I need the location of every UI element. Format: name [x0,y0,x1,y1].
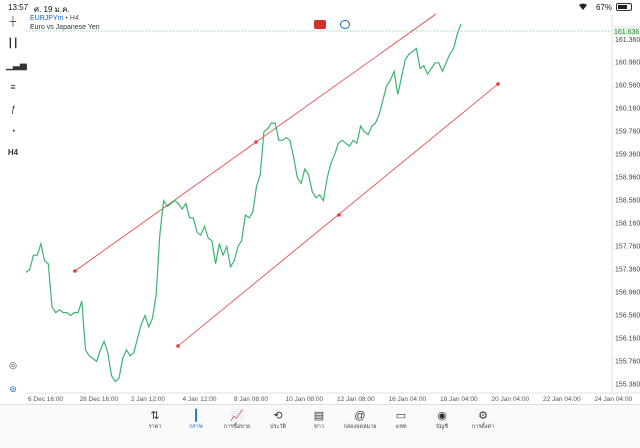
quick-trade-icon[interactable] [340,20,350,29]
gear-icon: ⚙ [478,410,488,422]
status-bar: 13:57 ศ. 19 ม.ค. 67% [0,0,640,14]
current-price-tag [612,26,640,36]
channel-anchor-point[interactable] [73,269,77,273]
battery-icon [616,3,632,11]
channel-anchor-point[interactable] [254,140,258,144]
price-tick-label: 160.960 [615,60,640,67]
one-click-trading-icon[interactable] [314,20,326,29]
price-tick-label: 156.960 [615,289,640,296]
time-axis: 6 Dec 16:00 28 Dec 16:00 2 Jan 12:00 4 Jan … [28,396,632,403]
current-price-value: 161.636 [614,29,639,36]
time-tick-label: 22 Jan 04:00 [543,396,581,403]
price-tick-label: 157.360 [615,266,640,273]
price-line [25,23,462,383]
price-tick-label: 161.360 [615,37,640,44]
status-date: ศ. 19 ม.ค. [34,5,70,14]
news-icon: ▤ [313,410,325,422]
price-tick-label: 159.760 [615,129,640,136]
wifi-icon [579,3,587,10]
chat-icon: ▭ [395,410,407,422]
bottom-tab-bar: ⇅ ราคา ┃ กราฟ 📈 การซื้อขาย ⟲ ประวัติ ▤ ข่าว @… [0,404,640,448]
time-tick-label: 16 Jan 04:00 [389,396,427,403]
chart-icon: ┃ [192,410,200,422]
quotes-icon: ⇅ [150,410,160,422]
chart-symbol: EURJPYm • H4 [30,15,79,22]
trade-tab-icon: 📈 [230,410,244,422]
history-icon: ⟲ [273,410,283,422]
tab-settings[interactable]: ⚙ การตั้งค่า [461,409,505,431]
price-tick-label: 159.360 [615,152,640,159]
tab-chart[interactable]: ┃ กราฟ [174,409,218,431]
symbol-name: EURJPYm [30,15,64,22]
objects-icon[interactable]: ◔ [10,126,16,136]
candles-icon[interactable]: ┃┃ [7,38,19,48]
time-tick-label: 2 Jan 12:00 [131,396,165,403]
tab-chat[interactable]: ▭ แชท [379,409,423,431]
tab-trade[interactable]: 📈 การซื้อขาย [215,409,259,431]
time-tick-label: 28 Dec 16:00 [80,396,119,403]
battery-percent: 67% [595,3,612,12]
price-tick-label: 158.960 [615,175,640,182]
price-axis: 161.360 160.960 160.560 160.160 159.760 159.3… [615,37,640,389]
price-tick-label: 157.760 [615,243,640,250]
tab-history[interactable]: ⟲ ประวัติ [256,409,300,431]
tab-mailbox[interactable]: @ กล่องจดหมาย [338,409,382,431]
bars-icon[interactable]: ▁▃▅ [6,60,27,70]
price-tick-label: 156.560 [615,312,640,319]
search-icon[interactable]: ◎ [9,360,17,370]
tab-account[interactable]: ◉ บัญชี [420,409,464,431]
time-tick-label: 12 Jan 08:00 [337,396,375,403]
time-tick-label: 20 Jan 04:00 [492,396,530,403]
time-tick-label: 18 Jan 04:00 [440,396,478,403]
symbol-timeframe: H4 [69,15,79,22]
account-icon: ◉ [437,410,447,422]
indicators-icon[interactable]: ≡ [10,82,16,92]
price-tick-label: 156.160 [615,335,640,342]
price-chart[interactable]: 161.360 160.960 160.560 160.160 159.760 159.3… [0,0,640,404]
symbol-description: Euro vs Japanese Yen [30,24,100,31]
time-tick-label: 10 Jan 08:00 [286,396,324,403]
price-tick-label: 155.760 [615,358,640,365]
crosshair-icon[interactable]: ┼ [9,16,17,26]
channel-anchor-point[interactable] [337,213,341,217]
time-tick-label: 4 Jan 12:00 [183,396,217,403]
time-tick-label: 24 Jan 04:00 [595,396,633,403]
tab-quotes[interactable]: ⇅ ราคา [133,409,177,431]
price-tick-label: 155.360 [615,381,640,388]
channel-anchor-point[interactable] [176,344,180,348]
mail-icon: @ [354,410,366,422]
time-tick-label: 8 Jan 08:00 [234,396,268,403]
price-tick-label: 160.160 [615,106,640,113]
timeframe-button[interactable]: H4 [7,148,19,157]
tab-news[interactable]: ▤ ข่าว [297,409,341,431]
time-tick-label: 6 Dec 16:00 [28,396,63,403]
channel-anchor-point[interactable] [496,82,500,86]
trade-icon[interactable]: ⊜ [9,384,17,394]
function-icon[interactable]: ƒ [10,104,16,114]
status-time: 13:57 [8,3,29,12]
price-tick-label: 160.560 [615,83,640,90]
price-tick-label: 158.160 [615,221,640,228]
price-tick-label: 158.560 [615,198,640,205]
